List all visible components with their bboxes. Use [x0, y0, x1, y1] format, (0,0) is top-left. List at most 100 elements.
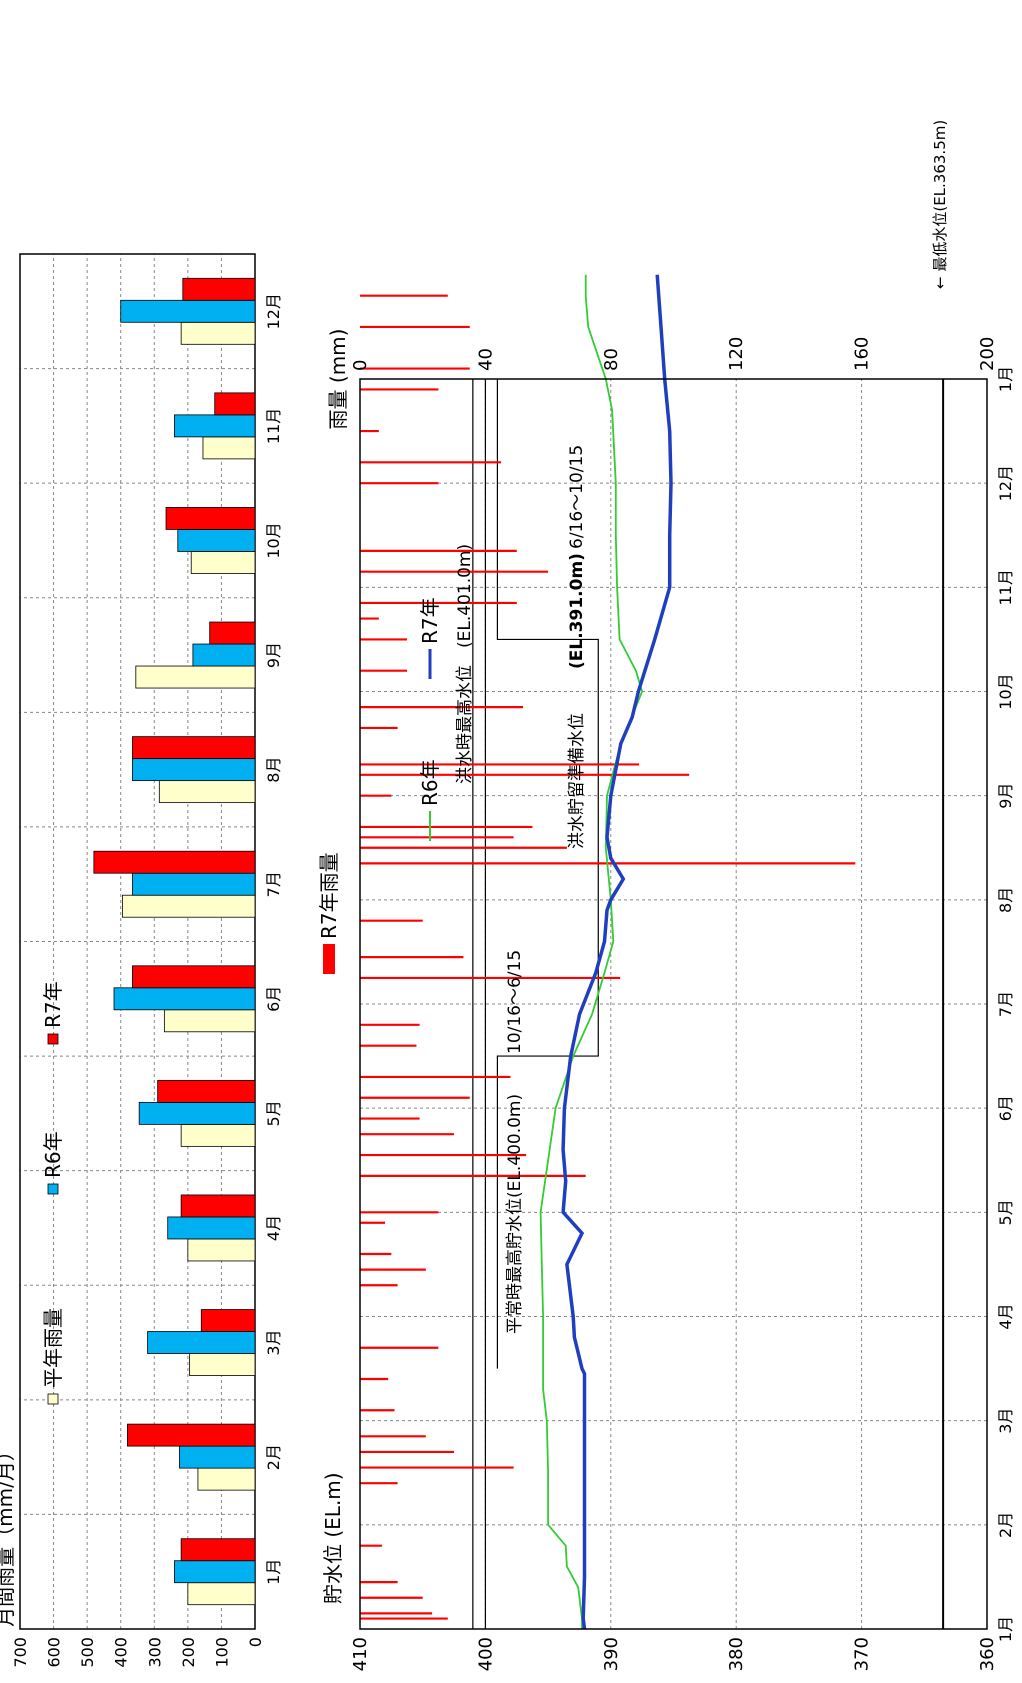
c1-bar-3 — [132, 965, 256, 989]
c2-xtick-label: 10月 — [996, 673, 1015, 709]
c1-xtick-label: 7月 — [264, 871, 283, 897]
c1-bar-2 — [132, 758, 256, 782]
ref-label-flood-storage-period: 6/16～10/15 — [567, 445, 587, 549]
c1-plot-frame — [19, 253, 256, 1630]
c1-bar-1 — [202, 436, 256, 460]
c1-xtick-label: 2月 — [264, 1444, 283, 1470]
c2-legend-label: R7年 — [418, 597, 442, 644]
c2-xtick-label: 1月 — [996, 1616, 1015, 1642]
c1-bar-1 — [163, 1009, 256, 1033]
ref-line-flood-storage — [496, 379, 599, 1369]
c1-bar-2 — [120, 299, 256, 323]
c2-yleft-tick: 400 — [475, 1637, 496, 1671]
c2-yleft-tick: 410 — [350, 1637, 371, 1671]
c1-bar-2 — [192, 643, 256, 667]
c1-legend-swatch — [47, 1183, 59, 1195]
c2-xtick-label: 2月 — [996, 1512, 1015, 1538]
c2-yleft-tick: 370 — [852, 1637, 873, 1671]
c1-bar-3 — [180, 1194, 256, 1218]
c1-xtick-label: 4月 — [264, 1215, 283, 1241]
c1-bar-1 — [197, 1467, 256, 1491]
c1-ytick-label: 500 — [78, 1637, 97, 1668]
c1-bar-3 — [180, 1538, 256, 1562]
c1-gridlines — [20, 254, 255, 1629]
c2-xtick-label: 11月 — [996, 569, 1015, 605]
c1-ytick-label: 600 — [45, 1637, 64, 1668]
c1-legend-swatch — [47, 1393, 59, 1405]
c1-bar-1 — [180, 321, 256, 345]
c2-legend-swatch-rain — [323, 944, 335, 974]
c2-xtick-label: 9月 — [996, 783, 1015, 809]
c1-bar-1 — [158, 780, 256, 804]
series-line-R6年 — [539, 274, 644, 1629]
c2-yright-tick: 120 — [726, 337, 747, 371]
c1-bar-3 — [165, 507, 256, 530]
c2-legend-label: R6年 — [418, 759, 442, 806]
c1-bar-3 — [200, 1309, 256, 1332]
c2-yright-tick: 160 — [852, 337, 873, 371]
c1-bar-3 — [157, 1079, 256, 1103]
c2-yleft-tick: 390 — [601, 1637, 622, 1671]
c1-bar-1 — [189, 1353, 256, 1376]
c1-legend-label: R7年 — [41, 981, 65, 1028]
c1-bar-3 — [132, 736, 256, 760]
c1-bar-2 — [177, 529, 256, 552]
c1-bar-3 — [209, 621, 256, 645]
c1-bar-1 — [187, 1582, 256, 1606]
c1-bar-2 — [132, 872, 256, 896]
c1-ytick-label: 0 — [246, 1637, 265, 1647]
c2-xtick-label: 5月 — [996, 1199, 1015, 1225]
c2-xtick-label: 12月 — [996, 465, 1015, 501]
c2-yright-tick: 40 — [475, 348, 496, 371]
c1-xtick-label: 11月 — [264, 408, 283, 444]
c1-bar-1 — [187, 1238, 256, 1262]
ref-label-normal-period: 10/16～6/15 — [505, 950, 525, 1054]
c1-legend-label: R6年 — [41, 1131, 65, 1178]
c1-bar-3 — [127, 1423, 256, 1447]
monthly-rainfall-chart: 1月 2月 3月 4月 5月 6月 7月 8月 9月 10月 11月 12月 0 100 200 300 40… — [0, 253, 283, 1668]
c1-legend-swatch — [47, 1033, 59, 1045]
c2-xtick-label: 1月 — [996, 366, 1015, 392]
c1-bar-2 — [113, 987, 256, 1011]
c2-plot-frame — [359, 378, 988, 1630]
c1-bar-2 — [167, 1216, 256, 1240]
c2-yright-tick: 0 — [350, 360, 371, 371]
c2-xtick-label: 3月 — [996, 1408, 1015, 1434]
ref-label-normal-max: 平常時最高貯水位(EL.400.0m) — [505, 1094, 525, 1334]
c1-bar-1 — [190, 551, 256, 574]
c2-yleft-tick: 360 — [977, 1637, 998, 1671]
c2-ylabel-right: 雨量 (mm) — [326, 329, 350, 430]
c1-bar-1 — [180, 1123, 256, 1147]
c1-legend-label: 平年雨量 — [41, 1308, 65, 1388]
c2-xtick-label: 8月 — [996, 887, 1015, 913]
c1-bar-1 — [135, 665, 256, 689]
c1-xtick-label: 12月 — [264, 293, 283, 329]
c1-xtick-label: 8月 — [264, 757, 283, 783]
c1-xtick-label: 9月 — [264, 642, 283, 668]
c2-xtick-label: 6月 — [996, 1095, 1015, 1121]
ref-label-flood-storage-value: (EL.391.0m) — [567, 553, 587, 669]
series-line-R7年 — [561, 274, 673, 1630]
water-level-chart: 1月 2月 3月 4月 5月 6月 7月 8月 9月 10月 11月 12月 1月 360 370 380 3… — [317, 120, 1015, 1672]
c2-xtick-label: 7月 — [996, 991, 1015, 1017]
c1-ytick-label: 100 — [212, 1637, 231, 1668]
c1-bar-2 — [147, 1331, 256, 1354]
c2-ylabel-left: 貯水位 (EL.m) — [321, 1472, 345, 1604]
c1-xtick-label: 3月 — [264, 1329, 283, 1355]
c1-xtick-label: 10月 — [264, 522, 283, 558]
c1-bar-2 — [174, 1560, 256, 1584]
c1-ytick-label: 200 — [179, 1637, 198, 1668]
c1-xtick-label: 1月 — [264, 1559, 283, 1585]
c1-bar-1 — [121, 894, 256, 918]
c2-xtick-label: 4月 — [996, 1303, 1015, 1329]
c1-xtick-label: 6月 — [264, 986, 283, 1012]
c2-yleft-tick: 380 — [726, 1637, 747, 1671]
c1-bar-2 — [179, 1445, 256, 1469]
c1-bar-3 — [182, 277, 256, 301]
c1-ytick-label: 400 — [112, 1637, 131, 1668]
c1-ytick-label: 300 — [145, 1637, 164, 1668]
ref-label-flood-storage: 洪水貯留準備水位 — [567, 713, 587, 849]
c1-bar-3 — [214, 392, 256, 416]
